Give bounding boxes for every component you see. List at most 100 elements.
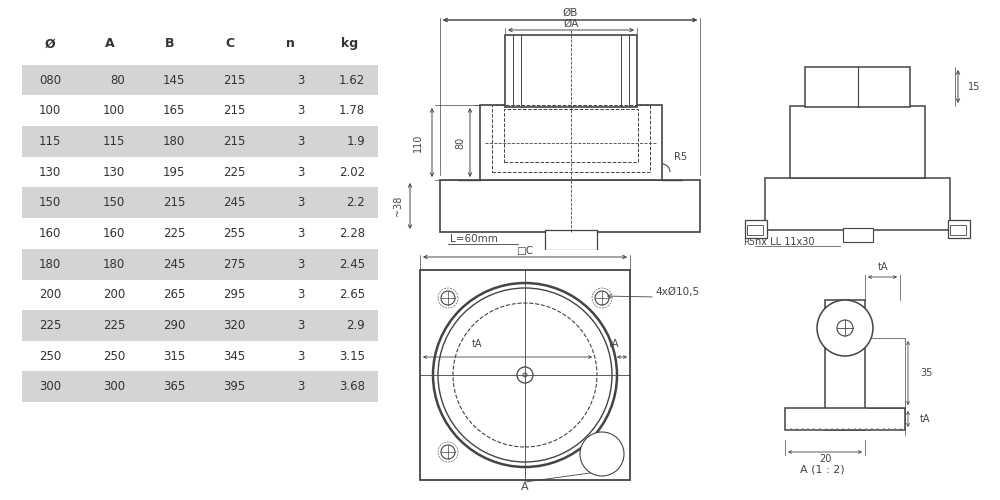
Text: 225: 225 [39,319,61,332]
Bar [22,126,378,157]
Text: C: C [225,37,235,50]
Bar [505,35,637,107]
Text: 1.9: 1.9 [346,135,365,148]
Text: 3: 3 [298,380,305,394]
Bar [765,178,950,230]
Text: 130: 130 [103,166,125,178]
Text: Ø: Ø [45,37,55,50]
Bar [480,105,662,180]
Bar [440,180,700,232]
Text: 110: 110 [413,134,423,152]
Text: 365: 365 [163,380,185,394]
Bar [420,270,630,480]
Text: L=60mm: L=60mm [450,234,498,244]
Bar [745,220,767,238]
Text: 20: 20 [819,454,831,464]
Text: 250: 250 [39,350,61,362]
Text: 255: 255 [223,227,245,240]
Text: 2.28: 2.28 [339,227,365,240]
Text: 2.9: 2.9 [346,319,365,332]
Text: 80: 80 [455,136,465,148]
Text: 215: 215 [223,135,245,148]
Bar [22,249,378,280]
Text: B: B [165,37,175,50]
Text: 080: 080 [39,74,61,86]
Text: tA: tA [609,339,620,349]
Text: A: A [105,37,115,50]
Text: 2.65: 2.65 [339,288,365,302]
Bar [805,67,910,107]
Text: A (1 : 2): A (1 : 2) [800,464,845,474]
Bar [22,310,378,341]
Bar [825,300,865,430]
Text: 225: 225 [103,319,125,332]
Text: tA: tA [878,262,888,272]
Text: kg: kg [341,37,359,50]
Text: 200: 200 [103,288,125,302]
Text: tA: tA [920,414,930,424]
Text: 315: 315 [163,350,185,362]
Text: R5: R5 [743,238,755,247]
Text: 225: 225 [223,166,245,178]
Circle shape [817,300,873,356]
Text: 1.62: 1.62 [339,74,365,86]
Text: 215: 215 [223,74,245,86]
Text: 3.68: 3.68 [339,380,365,394]
Bar [950,225,966,235]
Text: 3.15: 3.15 [339,350,365,362]
Text: 290: 290 [163,319,185,332]
Text: 145: 145 [163,74,185,86]
Text: 275: 275 [223,258,245,270]
Text: 2.02: 2.02 [339,166,365,178]
Text: 3: 3 [298,350,305,362]
Text: 35: 35 [920,368,932,378]
Text: 3: 3 [298,135,305,148]
Text: 3: 3 [298,227,305,240]
Text: 3: 3 [298,258,305,270]
Text: 225: 225 [163,227,185,240]
Text: 80: 80 [110,74,125,86]
Text: ØA: ØA [563,19,579,29]
Text: □C: □C [516,246,534,256]
Text: 115: 115 [39,135,61,148]
Text: tA: tA [472,339,483,349]
Text: 3: 3 [298,288,305,302]
Text: 2.45: 2.45 [339,258,365,270]
Text: 345: 345 [223,350,245,362]
Text: 3: 3 [298,166,305,178]
Circle shape [580,432,624,476]
Text: 180: 180 [39,258,61,270]
Text: 150: 150 [103,196,125,209]
Text: 115: 115 [103,135,125,148]
Text: n: n [286,37,294,50]
Bar [22,65,378,96]
Bar [948,220,970,238]
Text: 250: 250 [103,350,125,362]
Bar [785,408,905,430]
Text: 195: 195 [163,166,185,178]
Text: 180: 180 [103,258,125,270]
Bar [545,230,597,250]
Bar [22,188,378,218]
Text: 265: 265 [163,288,185,302]
Text: 1.78: 1.78 [339,104,365,118]
Text: 180: 180 [163,135,185,148]
Text: 320: 320 [223,319,245,332]
Text: 130: 130 [39,166,61,178]
Text: 4xØ10,5: 4xØ10,5 [655,287,699,297]
Text: nx LL 11x30: nx LL 11x30 [755,237,814,247]
Bar [22,372,378,402]
Text: 3: 3 [298,74,305,86]
Text: 160: 160 [39,227,61,240]
Text: 395: 395 [223,380,245,394]
Text: R5: R5 [674,152,687,162]
Bar [843,228,873,242]
Text: 215: 215 [163,196,185,209]
Text: 300: 300 [103,380,125,394]
Text: 245: 245 [163,258,185,270]
Text: 15: 15 [968,82,980,92]
Text: 3: 3 [298,104,305,118]
Bar [790,106,925,178]
Text: 100: 100 [103,104,125,118]
Text: 150: 150 [39,196,61,209]
